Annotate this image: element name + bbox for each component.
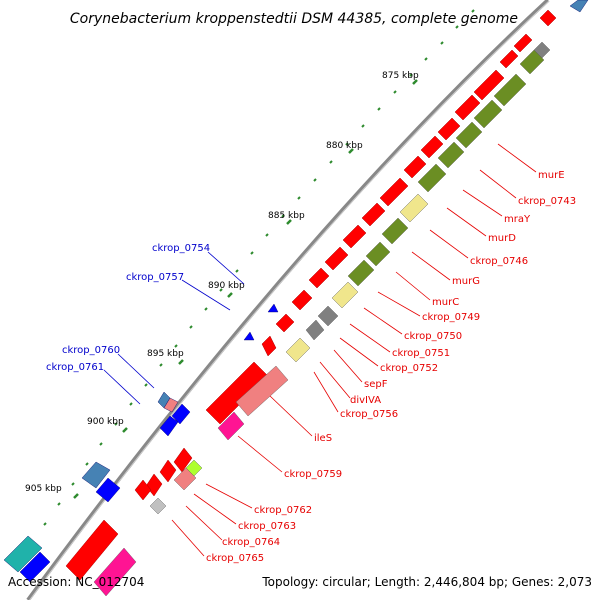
cds-arrow (569, 0, 589, 13)
accession-text: Accession: NC_012704 (8, 575, 144, 589)
cog-block (365, 241, 391, 267)
gene-label-ckrop-0754: ckrop_0754 (152, 243, 210, 254)
cds-arrow (134, 479, 152, 501)
cog-block (399, 193, 429, 223)
cds-arrow (539, 9, 557, 27)
gene-label-ckrop-0760: ckrop_0760 (62, 345, 120, 356)
forward-label-leaders (171, 143, 537, 557)
kbp-label: 880 kbp (326, 141, 363, 151)
cog-block (417, 163, 447, 193)
cds-arrow (342, 224, 367, 249)
kbp-label: 895 kbp (147, 349, 184, 359)
cds-arrow (261, 335, 277, 357)
gene-label-mray: mraY (504, 214, 531, 225)
gene-label-ckrop-0759: ckrop_0759 (284, 469, 342, 480)
gene-label-murc: murC (432, 297, 459, 308)
gene-label-ckrop-0763: ckrop_0763 (238, 521, 296, 532)
cog-block (519, 49, 545, 75)
cog-block (285, 337, 311, 363)
cds-arrow (437, 117, 461, 141)
kbp-label: 885 kbp (268, 211, 305, 221)
cds-arrow (324, 246, 349, 271)
cds-arrow (3, 535, 43, 573)
reverse-gene-labels: ckrop_0754 ckrop_0757 ckrop_0760 ckrop_0… (46, 243, 210, 373)
cog-block (381, 217, 409, 245)
kbp-label: 905 kbp (25, 484, 62, 494)
kbp-scale-labels: 875 kbp 880 kbp 885 kbp 890 kbp 895 kbp … (25, 71, 419, 494)
cds-arrow (95, 477, 121, 503)
cog-block (93, 547, 137, 597)
cds-arrow (159, 459, 177, 483)
outer-tick-ring (15, 9, 475, 566)
cds-arrow (454, 94, 481, 121)
gene-label-murg: murG (452, 276, 480, 287)
cds-arrow (420, 135, 444, 159)
gene-label-murd: murD (488, 233, 516, 244)
cog-block (347, 259, 375, 287)
cds-arrow (243, 331, 255, 341)
cds-arrow (19, 551, 51, 583)
cog-block (473, 99, 503, 129)
gene-label-diviva: divIVA (350, 395, 381, 406)
gene-label-ckrop-0751: ckrop_0751 (392, 348, 450, 359)
topology-text: Topology: circular; Length: 2,446,804 bp… (261, 575, 592, 589)
kbp-label: 900 kbp (87, 417, 124, 427)
cds-arrow (291, 289, 313, 311)
cog-block (437, 141, 465, 169)
gene-label-ckrop-0757: ckrop_0757 (126, 272, 184, 283)
cds-arrow (163, 397, 179, 413)
reverse-label-leaders (103, 251, 245, 405)
gene-label-ckrop-0756: ckrop_0756 (340, 409, 398, 420)
gene-label-ckrop-0752: ckrop_0752 (380, 363, 438, 374)
gene-label-ckrop-0764: ckrop_0764 (222, 537, 280, 548)
forward-gene-labels: murE ckrop_0743 mraY murD ckrop_0746 mur… (206, 170, 576, 564)
gene-label-mure: murE (538, 170, 565, 181)
kbp-label: 875 kbp (382, 71, 419, 81)
gene-label-sepf: sepF (364, 379, 388, 390)
kbp-label: 890 kbp (208, 281, 245, 291)
gene-label-ckrop-0750: ckrop_0750 (404, 331, 462, 342)
cds-arrow (499, 49, 519, 69)
gene-label-ckrop-0761: ckrop_0761 (46, 362, 104, 373)
gene-label-ckrop-0746: ckrop_0746 (470, 256, 528, 267)
cds-arrow (379, 177, 409, 207)
cog-block (235, 365, 289, 417)
cog-block (455, 121, 483, 149)
cog-track (93, 41, 551, 597)
cds-arrow (267, 303, 279, 313)
gene-label-iles: ileS (314, 433, 332, 444)
cog-block (149, 497, 167, 515)
cds-arrow (65, 519, 119, 581)
cds-arrow (173, 447, 193, 473)
cog-block (217, 411, 245, 441)
gene-label-ckrop-0762: ckrop_0762 (254, 505, 312, 516)
forward-cds-track (65, 9, 557, 581)
cds-arrow (473, 69, 505, 101)
cog-block (331, 281, 359, 309)
gene-label-ckrop-0749: ckrop_0749 (422, 312, 480, 323)
cds-arrow (403, 155, 427, 179)
cog-block (317, 305, 339, 327)
cog-block (305, 319, 325, 341)
cds-arrow (361, 202, 386, 227)
cds-arrow (513, 33, 533, 53)
reverse-cds-track (3, 0, 589, 583)
genome-title: Corynebacterium kroppenstedtii DSM 44385… (70, 11, 518, 27)
cog-block (173, 467, 197, 491)
cds-arrow (308, 267, 330, 289)
cog-block (493, 73, 527, 107)
gene-label-ckrop-0743: ckrop_0743 (518, 196, 576, 207)
cds-arrow (81, 461, 111, 489)
cds-arrow (159, 415, 179, 437)
gene-label-ckrop-0765: ckrop_0765 (206, 553, 264, 564)
cds-arrow (275, 313, 295, 333)
